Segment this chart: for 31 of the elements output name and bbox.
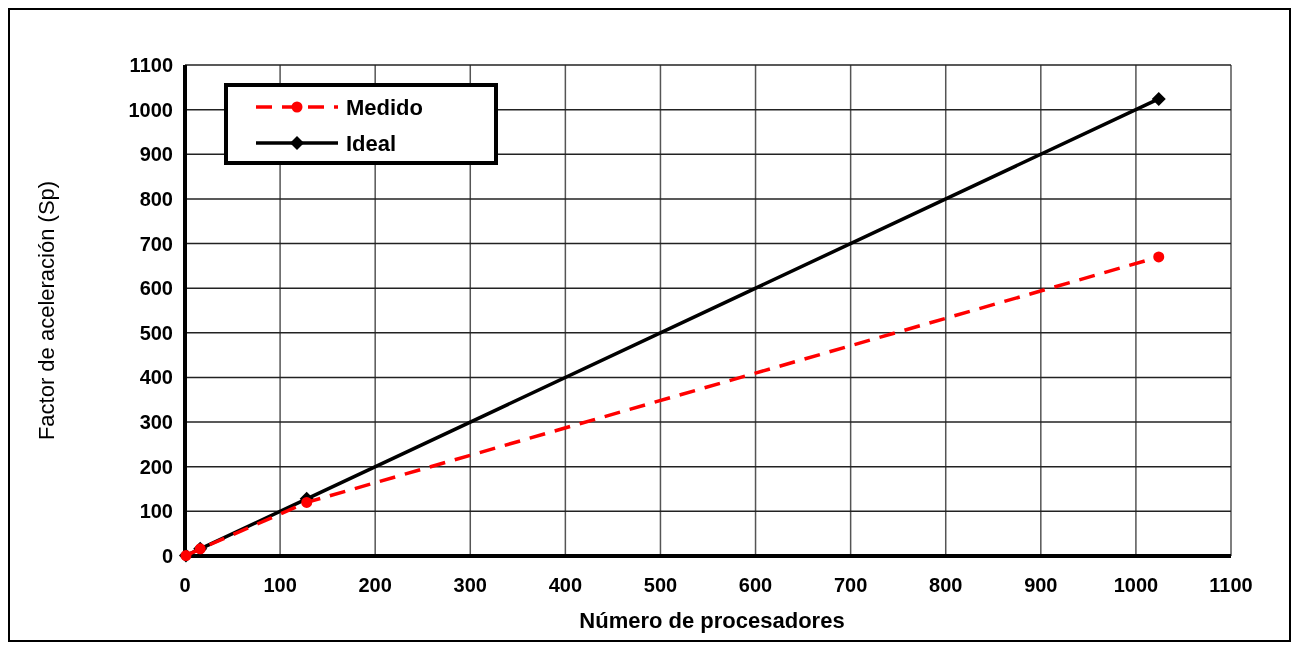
x-tick-label: 1100	[1209, 574, 1253, 596]
point	[301, 496, 313, 508]
y-tick-label: 200	[139, 455, 173, 478]
x-tick-label: 800	[929, 574, 963, 596]
x-tick-label: 100	[263, 574, 297, 596]
legend-label: Ideal	[346, 130, 397, 156]
x-tick-label: 300	[453, 574, 487, 596]
y-tick-label: 700	[139, 232, 173, 255]
y-tick-label: 1000	[128, 98, 173, 121]
y-tick-label: 1100	[129, 54, 173, 76]
point	[1153, 251, 1165, 263]
x-tick-label: 1000	[1113, 574, 1159, 596]
point	[1151, 91, 1166, 106]
y-tick-label: 900	[139, 143, 173, 166]
y-tick-label: 800	[139, 187, 173, 210]
x-tick-label: 500	[643, 574, 678, 596]
y-tick-label: 300	[139, 411, 173, 434]
x-tick-label: 600	[738, 574, 773, 596]
x-tick-label: 200	[358, 574, 392, 596]
y-tick-label: 400	[139, 366, 173, 389]
x-tick-label: 0	[179, 574, 191, 596]
y-axis-title: Factor de aceleración (Sp)	[34, 180, 59, 441]
x-axis-title: Número de procesadores	[579, 608, 845, 633]
x-tick-label: 700	[833, 574, 868, 596]
legend-label: Medido	[346, 94, 423, 120]
y-tick-label: 100	[139, 500, 173, 523]
y-tick-label: 600	[139, 277, 173, 300]
y-tick-label: 0	[161, 545, 173, 567]
y-tick-label: 500	[139, 321, 173, 344]
x-tick-label: 400	[548, 574, 583, 596]
x-tick-label: 900	[1024, 574, 1058, 596]
